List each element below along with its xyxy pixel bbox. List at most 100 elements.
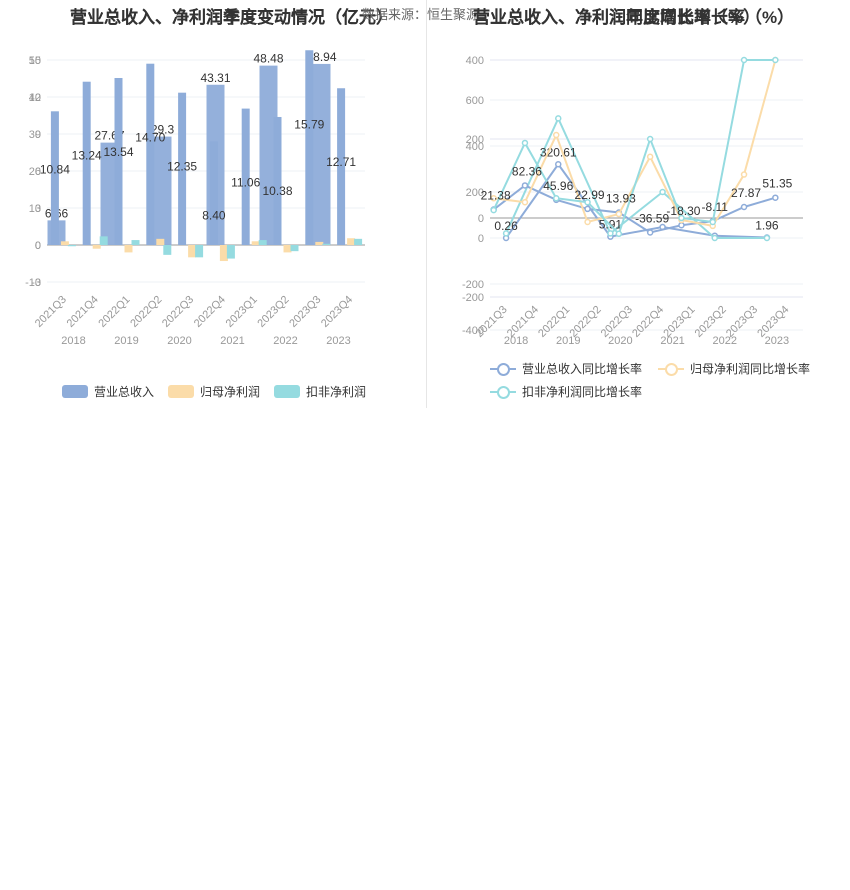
bar-chart-svg: -303691215-10010203040506.66201827.67201… [25, 50, 365, 347]
annual-series-line [505, 162, 767, 239]
left-legend: 营业总收入 归母净利润 扣非净利润 [62, 383, 366, 400]
quarterly-deducted-bar [195, 245, 204, 258]
quarterly-point [740, 56, 748, 64]
y-tick-label: 9 [35, 129, 41, 141]
y-tick-label: 6 [35, 166, 41, 178]
quarterly-point [772, 194, 779, 201]
x-tick-label-year: 2023 [326, 335, 350, 347]
quarterly-data-label: 12.71 [326, 155, 356, 169]
quarterly-deducted-bar [258, 240, 267, 245]
quarterly-point [772, 56, 779, 64]
y-tick-label: 0 [478, 233, 484, 245]
annual-point [502, 230, 510, 237]
quarterly-deducted-bar [131, 240, 140, 245]
quarterly-point [678, 221, 685, 229]
legend-marker-net-profit-growth [658, 362, 685, 376]
x-tick-label-quarter: 2021Q4 [65, 294, 101, 330]
annual-point [555, 161, 562, 168]
y-tick-label: 600 [466, 95, 484, 107]
annual-revenue-bar [259, 65, 278, 246]
y-tick-label: 20 [29, 166, 41, 178]
annual-data-label: 48.48 [253, 52, 283, 66]
panel-divider [426, 0, 427, 408]
x-tick-label-year: 2019 [114, 335, 138, 347]
legend-swatch-deducted [274, 385, 301, 398]
legend-label-deducted-growth[interactable]: 扣非净利润同比增长率 [522, 385, 643, 399]
x-tick-label-quarter: 2023Q3 [724, 304, 760, 340]
chart-title-annual: 营业总收入、净利润年度变动情况（亿元） [70, 8, 393, 27]
y-tick-label: -3 [31, 277, 41, 289]
quarterly-point [584, 218, 591, 226]
quarterly-point [709, 218, 716, 226]
x-tick-label-year: 2018 [61, 335, 85, 347]
quarterly-net-profit-bar [251, 241, 260, 245]
y-tick-label: -200 [462, 292, 484, 304]
x-tick-label-quarter: 2022Q3 [160, 294, 196, 330]
quarterly-net-profit-bar [347, 238, 356, 245]
legend-label-net-profit-growth[interactable]: 归母净利润同比增长率 [690, 362, 811, 376]
x-tick-label-year: 2020 [608, 335, 632, 347]
quarterly-revenue-bar [241, 108, 250, 246]
annual-data-label: 0.26 [494, 219, 518, 233]
left-chart-panel: 营业总收入、净利润季度变动情况（亿元） 营业总收入、净利润年度变动情况（亿元） … [0, 0, 479, 410]
annual-point [711, 234, 718, 242]
x-tick-label-year: 2019 [556, 335, 580, 347]
quarterly-deducted-bar [67, 245, 76, 247]
quarterly-point [740, 203, 748, 211]
quarterly-deducted-bar [99, 236, 108, 245]
quarterly-point [646, 135, 654, 143]
quarterly-point [553, 195, 560, 202]
x-tick-label-quarter: 2021Q3 [33, 294, 69, 330]
quarterly-data-label: 13.24 [72, 149, 102, 163]
y-tick-label: 30 [29, 129, 41, 141]
annual-data-label: 48.94 [306, 50, 336, 64]
legend-label-net-profit[interactable]: 归母净利润 [200, 385, 261, 399]
y-tick-label: 400 [466, 141, 484, 153]
quarterly-data-label: 51.35 [762, 177, 792, 191]
annual-point [607, 230, 614, 237]
x-tick-label-quarter: 2023Q4 [319, 294, 355, 330]
quarterly-data-label: 13.54 [103, 145, 133, 159]
annual-point [659, 188, 666, 196]
quarterly-point [521, 139, 529, 147]
quarterly-point [646, 153, 654, 161]
x-tick-label-quarter: 2022Q1 [96, 294, 132, 330]
x-tick-label-year: 2021 [220, 335, 244, 347]
quarterly-deducted-bar [226, 245, 235, 259]
legend-label-deducted[interactable]: 扣非净利润 [306, 385, 367, 399]
legend-label-revenue-growth[interactable]: 营业总收入同比增长率 [522, 362, 643, 376]
quarterly-data-label: 12.35 [167, 160, 197, 174]
quarterly-point [740, 171, 748, 178]
quarterly-data-label: 10.38 [262, 184, 292, 198]
quarterly-series-line [493, 184, 776, 234]
legend-label-revenue[interactable]: 营业总收入 [94, 385, 155, 399]
chart-title-quarterly: 营业总收入、净利润季度变动情况（亿元） [70, 8, 393, 27]
quarterly-point [521, 198, 529, 206]
quarterly-data-label: 10.84 [40, 162, 70, 176]
quarterly-revenue-bar [50, 111, 59, 245]
quarterly-data-label: 8.40 [202, 208, 226, 222]
annual-point [555, 115, 562, 122]
y-tick-label: 200 [466, 187, 484, 199]
quarterly-point [490, 206, 497, 214]
legend-swatch-revenue [62, 385, 88, 398]
x-tick-label-quarter: 2023Q3 [287, 294, 323, 330]
quarterly-net-profit-bar [124, 245, 133, 253]
quarterly-point [553, 131, 560, 139]
x-tick-label-quarter: 2023Q1 [224, 294, 260, 330]
quarterly-deducted-bar [354, 238, 363, 245]
quarterly-point [584, 198, 591, 206]
annual-data-label: 1.96 [755, 219, 779, 233]
quarterly-point [615, 210, 623, 218]
x-tick-label-year: 2022 [273, 335, 297, 347]
annual-point [763, 234, 771, 242]
y-tick-label: 12 [29, 92, 41, 104]
quarterly-revenue-bar [337, 88, 346, 245]
y-tick-label: 3 [35, 203, 41, 215]
quarterly-revenue-bar [209, 141, 218, 245]
quarterly-data-label: -36.59 [635, 211, 669, 225]
data-source-text: 数据来源：恒生聚源 [362, 7, 480, 22]
quarterly-revenue-bar [305, 50, 314, 245]
x-tick-label-year: 2022 [713, 335, 737, 347]
x-tick-label-year: 2021 [660, 335, 684, 347]
